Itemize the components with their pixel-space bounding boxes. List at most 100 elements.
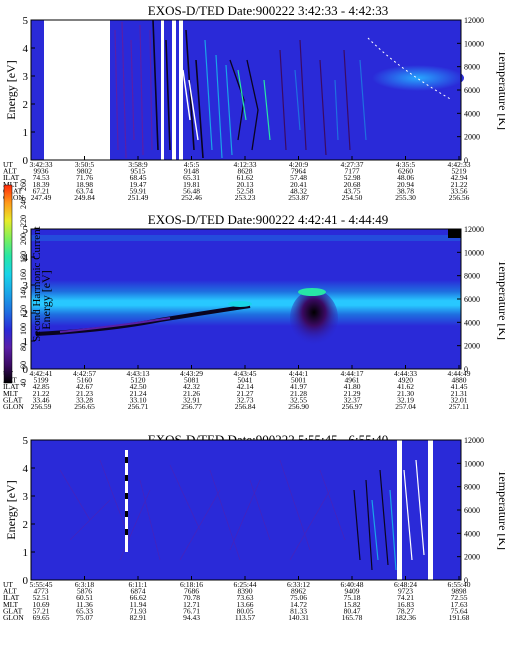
- panel-3-orbit-table: UT 5:55:45 6:3:18 6:11:1 6:18:16 6:25:44 6:33:…: [3, 580, 471, 622]
- colorbar-tick-label: 200: [19, 233, 28, 245]
- orbit-cell: 4:35:5: [396, 160, 415, 169]
- energy-tick-label: 1: [23, 547, 29, 559]
- panel-3-ylabel: Energy [eV]: [4, 480, 18, 539]
- temperature-tick-label: 4000: [464, 529, 480, 538]
- orbit-cell: 4:43:29: [180, 369, 203, 378]
- orbit-cell: 21.23: [76, 389, 93, 398]
- orbit-cell: 42.32: [183, 382, 200, 391]
- orbit-cell: 4:44:49: [448, 369, 471, 378]
- orbit-cell: 256.59: [31, 402, 52, 411]
- orbit-cell: 67.21: [33, 186, 50, 195]
- orbit-row-label: MLT: [3, 389, 19, 398]
- orbit-cell: 6:25:44: [234, 580, 257, 589]
- orbit-cell: 256.77: [181, 402, 202, 411]
- orbit-cell: 6:18:16: [180, 580, 203, 589]
- orbit-cell: 191.68: [449, 613, 470, 622]
- orbit-cell: 48.32: [290, 186, 307, 195]
- temperature-tick-label: 4000: [464, 318, 480, 327]
- orbit-cell: 42.67: [76, 382, 93, 391]
- orbit-cell: 5120: [131, 376, 146, 385]
- orbit-cell: 21.31: [451, 389, 468, 398]
- panel-2-y2label: Temperature [K]: [496, 260, 505, 340]
- orbit-cell: 4880: [452, 376, 467, 385]
- panel-1-hot-region: [372, 65, 464, 91]
- orbit-cell: 6:3:18: [75, 580, 94, 589]
- orbit-cell: 11.36: [76, 600, 93, 609]
- colorbar-tick-label: 260: [19, 179, 28, 191]
- panel-3-plot-area: [31, 440, 461, 580]
- panel-2-cyan-spot: [228, 301, 252, 307]
- orbit-cell: 32.73: [237, 395, 254, 404]
- orbit-cell: 32.37: [344, 395, 361, 404]
- orbit-cell: 72.55: [451, 593, 468, 602]
- orbit-cell: 73.63: [237, 593, 254, 602]
- orbit-cell: 75.18: [344, 593, 361, 602]
- orbit-cell: 5041: [238, 376, 253, 385]
- orbit-cell: 21.30: [397, 389, 414, 398]
- panel-1-ylabel: Energy [eV]: [4, 60, 18, 119]
- orbit-row-label: ILAT: [3, 173, 20, 182]
- panel-3-spectral-structures: [353, 459, 425, 571]
- orbit-cell: 57.48: [290, 173, 307, 182]
- orbit-cell: 14.72: [290, 600, 307, 609]
- panel-1-spectral-structures: [114, 19, 367, 159]
- orbit-row-label: GLON: [3, 613, 24, 622]
- energy-tick-label: 4: [23, 252, 29, 264]
- orbit-cell: 41.45: [451, 382, 468, 391]
- orbit-cell: 20.94: [397, 180, 414, 189]
- orbit-cell: 71.93: [130, 606, 147, 615]
- orbit-cell: 21.22: [451, 180, 468, 189]
- orbit-row-label: GLAT: [3, 395, 23, 404]
- energy-tick-label: 5: [23, 15, 29, 27]
- panel-2-purple-ridge: [59, 317, 171, 333]
- energy-tick-label: 2: [23, 99, 29, 111]
- orbit-cell: 69.65: [33, 613, 50, 622]
- orbit-cell: 7686: [184, 587, 199, 596]
- orbit-cell: 4:43:13: [127, 369, 150, 378]
- orbit-row-label: GLON: [3, 193, 24, 202]
- orbit-cell: 9515: [131, 167, 146, 176]
- orbit-cell: 9802: [77, 167, 92, 176]
- orbit-cell: 4:43:45: [234, 369, 257, 378]
- temperature-tick-label: 12000: [464, 436, 484, 445]
- orbit-cell: 70.78: [183, 593, 200, 602]
- energy-tick-label: 5: [23, 435, 29, 447]
- panel-3-data-gap: [125, 450, 128, 552]
- orbit-cell: 42.50: [130, 382, 147, 391]
- orbit-cell: 17.63: [451, 600, 468, 609]
- orbit-cell: 251.49: [128, 193, 149, 202]
- orbit-cell: 61.62: [237, 173, 254, 182]
- orbit-cell: 63.74: [76, 186, 93, 195]
- orbit-cell: 5001: [291, 376, 306, 385]
- orbit-cell: 21.28: [290, 389, 307, 398]
- panel-1-title: EXOS-D/TED Date:900222 3:42:33 - 4:42:33: [148, 3, 388, 18]
- orbit-cell: 6260: [398, 167, 413, 176]
- orbit-cell: 8962: [291, 587, 306, 596]
- orbit-row-label: ILAT: [3, 382, 20, 391]
- energy-tick-label: 1: [23, 127, 29, 139]
- temperature-tick-label: 6000: [464, 86, 480, 95]
- orbit-cell: 4:20:9: [289, 160, 308, 169]
- panel-3-energy-axis: 0 1 2 3 4 5: [23, 435, 460, 587]
- orbit-cell: 21.22: [33, 389, 50, 398]
- colorbar: Second Harmonic Current 4060801001201401…: [3, 179, 43, 387]
- orbit-cell: 4920: [398, 376, 413, 385]
- temperature-tick-label: 0: [464, 576, 468, 585]
- orbit-cell: 13.66: [237, 600, 254, 609]
- orbit-cell: 255.30: [395, 193, 416, 202]
- orbit-cell: 41.97: [290, 382, 307, 391]
- orbit-cell: 3:42:33: [30, 160, 53, 169]
- temperature-tick-label: 2000: [464, 553, 480, 562]
- orbit-cell: 253.23: [235, 193, 256, 202]
- orbit-cell: 256.97: [342, 402, 363, 411]
- orbit-cell: 21.26: [183, 389, 200, 398]
- panel-2-orbit-table: UT4:42:414:42:574:43:134:43:294:43:454:4…: [3, 369, 471, 411]
- temperature-tick-label: 4000: [464, 109, 480, 118]
- orbit-cell: 74.53: [33, 173, 50, 182]
- colorbar-tick-label: 100: [19, 323, 28, 335]
- orbit-row-label: MLT: [3, 180, 19, 189]
- orbit-cell: 18.98: [76, 180, 93, 189]
- panel-2-corner-spot: [448, 229, 461, 238]
- orbit-cell: 82.91: [130, 613, 147, 622]
